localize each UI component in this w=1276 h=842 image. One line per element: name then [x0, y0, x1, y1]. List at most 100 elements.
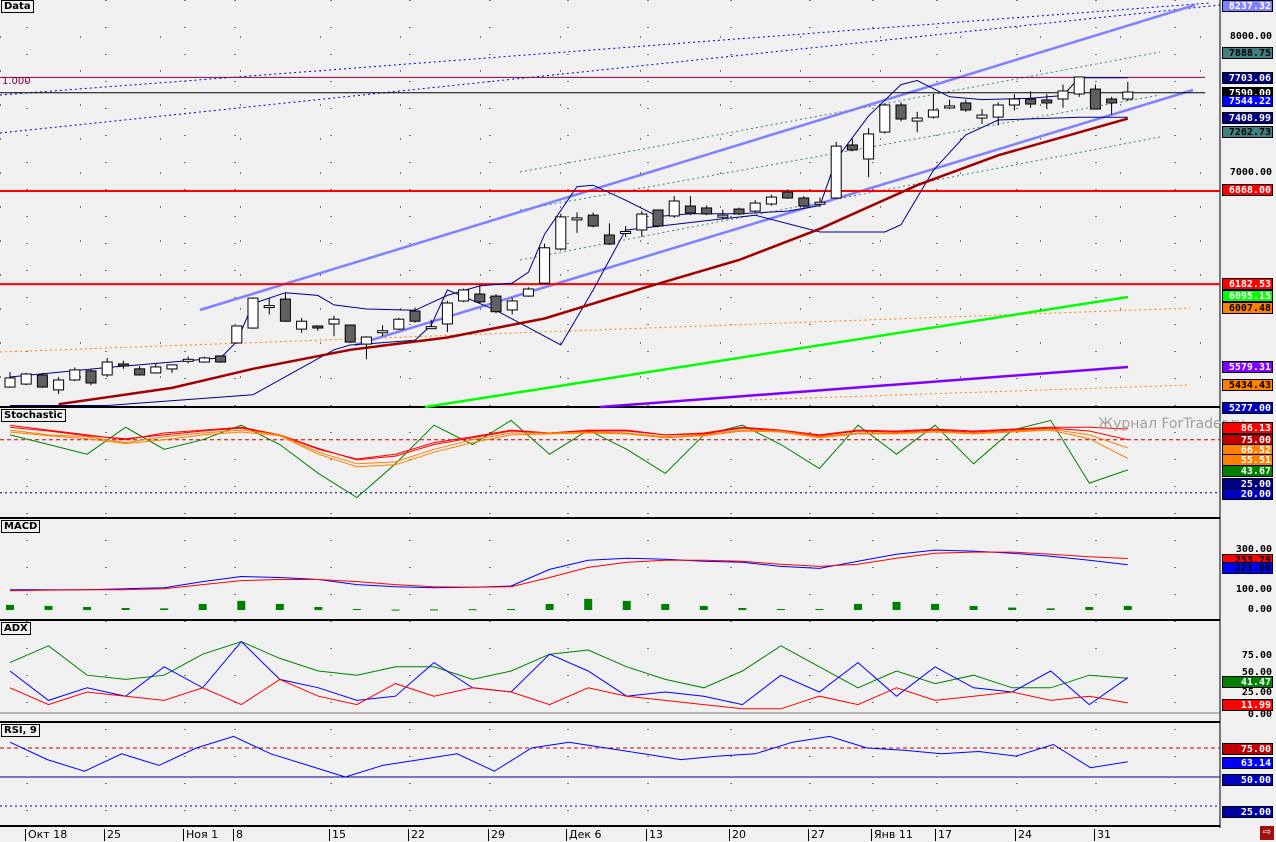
candle: [166, 364, 178, 370]
candle: [441, 302, 453, 325]
axis-label-main: 8000.00: [1229, 31, 1272, 42]
candle: [1106, 98, 1118, 104]
macd-histogram-bar: [584, 598, 593, 610]
candle: [976, 114, 988, 119]
date-label: Окт 18: [25, 829, 67, 841]
candle: [360, 336, 372, 345]
candle: [927, 109, 939, 118]
fibo-level-label: 1.000: [2, 76, 31, 87]
axis-label-adx: 0.00: [1247, 709, 1272, 720]
macd-histogram-bar: [776, 608, 785, 610]
axis-label-stochastic: 86.13: [1222, 422, 1273, 434]
axis-label-stochastic: 20.00: [1222, 488, 1273, 500]
date-label: 17: [935, 829, 952, 841]
macd-histogram-bar: [6, 604, 14, 610]
axis-label-main: 6868.00: [1222, 184, 1273, 196]
candle: [279, 298, 291, 322]
candle: [1008, 98, 1020, 106]
moving-average: [58, 117, 1129, 406]
purple-trend: [599, 365, 1129, 409]
candle: [539, 247, 551, 284]
axis-label-main: 7000.00: [1229, 167, 1272, 178]
axis-label-macd: 100.00: [1235, 584, 1272, 595]
pane-label-macd: MACD: [1, 520, 41, 533]
axis-label-main: 8237.32: [1222, 0, 1273, 12]
axis-label-adx: 75.00: [1241, 650, 1272, 661]
candle: [1041, 99, 1053, 104]
candle: [1057, 90, 1069, 100]
pane-label-rsi: RSI, 9: [1, 724, 40, 737]
candle: [247, 297, 259, 329]
candle: [1025, 98, 1037, 105]
watermark: Журнал ForTrader.ru: [1098, 416, 1246, 432]
candle: [425, 326, 437, 330]
candle: [231, 325, 243, 344]
candle: [490, 295, 502, 313]
axis-label-main: 7262.73: [1222, 126, 1273, 138]
macd-histogram-bar: [468, 609, 477, 611]
macd-histogram-bar: [198, 603, 207, 610]
candle: [620, 230, 632, 234]
axis-label-rsi: 25.00: [1222, 806, 1273, 818]
axis-label-macd: 0.00: [1247, 604, 1272, 615]
candle: [4, 377, 16, 388]
axis-label-adx: 41.47: [1222, 676, 1273, 688]
candle: [117, 363, 129, 367]
candle: [69, 369, 81, 381]
orange-channel: [749, 384, 1191, 401]
plus-di-line: [9, 640, 1129, 706]
candle: [749, 202, 761, 212]
candle: [409, 310, 421, 322]
axis-label-stochastic: 43.67: [1222, 465, 1273, 477]
candle: [328, 318, 340, 325]
date-label: 27: [808, 829, 825, 841]
macd-histogram-bar: [815, 608, 824, 610]
trendline-dashed: [0, 2, 1211, 96]
candle: [879, 104, 891, 133]
candle: [701, 207, 713, 215]
candle: [506, 300, 518, 311]
candle: [474, 293, 486, 303]
macd-histogram-bar: [507, 608, 516, 610]
axis-label-main: 5579.31: [1222, 361, 1273, 373]
candle: [571, 217, 583, 221]
candle: [53, 379, 65, 391]
axis-label-rsi: 50.00: [1222, 774, 1273, 786]
macd-histogram-bar: [699, 605, 708, 610]
macd-signal-line: [9, 551, 1128, 592]
trendline-dashed: [0, 4, 1221, 134]
candle: [895, 104, 907, 120]
candle: [1122, 91, 1134, 100]
date-label: 13: [646, 829, 663, 841]
axis-label-macd: 223.00: [1222, 562, 1273, 574]
candle: [198, 357, 210, 363]
pane-label-main: Data: [1, 0, 34, 13]
axis-label-main: 7888.75: [1222, 47, 1273, 59]
date-label: 25: [104, 829, 121, 841]
candle: [636, 213, 648, 231]
axis-label-main: 6095.15: [1222, 290, 1273, 302]
adx-line: [9, 641, 1128, 689]
axis-label-main: 5277.00: [1222, 402, 1273, 414]
pane-label-stochastic: Stochastic: [1, 409, 66, 422]
date-label: 8: [233, 829, 243, 841]
date-label: Янв 11: [871, 829, 913, 841]
candle: [458, 289, 470, 302]
macd-histogram-bar: [160, 608, 169, 610]
axis-label-rsi: 63.14: [1222, 757, 1273, 769]
candle: [652, 209, 664, 227]
macd-histogram-bar: [931, 603, 940, 610]
candle: [798, 197, 810, 207]
fibo-channel: [519, 51, 1161, 173]
macd-histogram-bar: [44, 605, 53, 610]
candle: [36, 374, 48, 388]
candle: [555, 216, 567, 250]
date-label: Дек 6: [566, 829, 602, 841]
candle: [134, 368, 146, 376]
stoch-line-4: [9, 429, 1129, 468]
axis-label-main: 6182.53: [1222, 278, 1273, 290]
date-label: 31: [1094, 829, 1111, 841]
exit-icon[interactable]: ⇨: [1260, 826, 1274, 840]
candle: [182, 358, 194, 362]
